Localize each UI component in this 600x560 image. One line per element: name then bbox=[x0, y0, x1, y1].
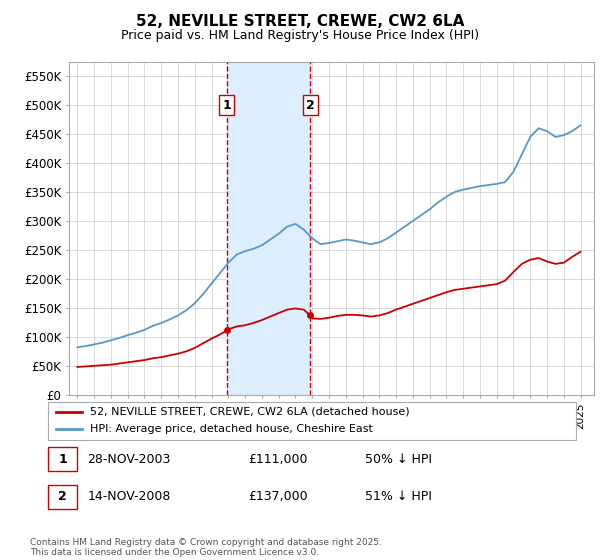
FancyBboxPatch shape bbox=[48, 485, 77, 509]
Text: 2: 2 bbox=[305, 99, 314, 111]
Text: Contains HM Land Registry data © Crown copyright and database right 2025.
This d: Contains HM Land Registry data © Crown c… bbox=[30, 538, 382, 557]
Text: 52, NEVILLE STREET, CREWE, CW2 6LA (detached house): 52, NEVILLE STREET, CREWE, CW2 6LA (deta… bbox=[90, 407, 410, 417]
Text: HPI: Average price, detached house, Cheshire East: HPI: Average price, detached house, Ches… bbox=[90, 424, 373, 435]
Text: £111,000: £111,000 bbox=[248, 452, 308, 465]
Text: 14-NOV-2008: 14-NOV-2008 bbox=[88, 491, 171, 503]
Text: Price paid vs. HM Land Registry's House Price Index (HPI): Price paid vs. HM Land Registry's House … bbox=[121, 29, 479, 42]
Text: 50% ↓ HPI: 50% ↓ HPI bbox=[365, 452, 432, 465]
Text: 1: 1 bbox=[223, 99, 231, 111]
FancyBboxPatch shape bbox=[48, 447, 77, 471]
Text: 51% ↓ HPI: 51% ↓ HPI bbox=[365, 491, 431, 503]
Bar bbox=[227, 62, 310, 395]
FancyBboxPatch shape bbox=[48, 402, 576, 440]
Text: £137,000: £137,000 bbox=[248, 491, 308, 503]
Text: 52, NEVILLE STREET, CREWE, CW2 6LA: 52, NEVILLE STREET, CREWE, CW2 6LA bbox=[136, 14, 464, 29]
Text: 28-NOV-2003: 28-NOV-2003 bbox=[88, 452, 171, 465]
Text: 2: 2 bbox=[58, 491, 67, 503]
Text: 1: 1 bbox=[58, 452, 67, 465]
